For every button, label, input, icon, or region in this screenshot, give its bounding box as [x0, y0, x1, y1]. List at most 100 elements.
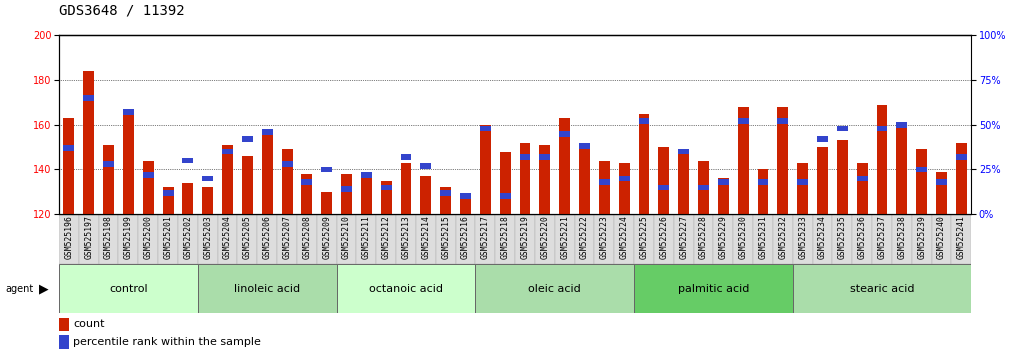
- Text: GSM525205: GSM525205: [243, 215, 252, 259]
- Bar: [956, 143, 967, 214]
- Bar: [635, 214, 654, 264]
- Bar: [916, 167, 928, 172]
- Bar: [896, 122, 907, 127]
- Bar: [618, 163, 630, 214]
- Bar: [793, 264, 971, 313]
- Bar: [777, 119, 788, 124]
- Bar: [673, 214, 694, 264]
- Bar: [480, 126, 491, 131]
- Bar: [237, 214, 257, 264]
- Bar: [63, 145, 74, 151]
- Text: GSM525224: GSM525224: [619, 215, 629, 259]
- Bar: [936, 172, 947, 214]
- Text: linoleic acid: linoleic acid: [234, 284, 300, 293]
- Bar: [83, 71, 95, 214]
- Bar: [797, 179, 809, 185]
- Text: GSM525207: GSM525207: [283, 215, 292, 259]
- Bar: [337, 264, 475, 313]
- Text: GSM525232: GSM525232: [778, 215, 787, 259]
- Bar: [599, 179, 610, 185]
- Text: GSM525238: GSM525238: [897, 215, 906, 259]
- Bar: [123, 109, 134, 214]
- Text: ▶: ▶: [39, 282, 48, 295]
- Bar: [420, 176, 431, 214]
- Bar: [59, 318, 69, 331]
- Bar: [892, 214, 911, 264]
- Text: octanoic acid: octanoic acid: [369, 284, 443, 293]
- Bar: [361, 174, 372, 214]
- Bar: [516, 214, 535, 264]
- Bar: [856, 163, 868, 214]
- Bar: [614, 214, 635, 264]
- Text: GSM525237: GSM525237: [878, 215, 887, 259]
- Bar: [535, 214, 555, 264]
- Bar: [714, 214, 733, 264]
- Bar: [773, 214, 793, 264]
- Bar: [599, 161, 610, 214]
- Bar: [321, 192, 333, 214]
- Bar: [356, 214, 376, 264]
- Text: GSM525204: GSM525204: [223, 215, 232, 259]
- Bar: [777, 107, 788, 214]
- Bar: [103, 145, 114, 214]
- Bar: [817, 147, 828, 214]
- Text: oleic acid: oleic acid: [529, 284, 581, 293]
- Bar: [401, 154, 412, 160]
- Bar: [63, 118, 74, 214]
- Text: agent: agent: [5, 284, 34, 293]
- Text: control: control: [109, 284, 147, 293]
- Text: GSM525209: GSM525209: [322, 215, 332, 259]
- Bar: [257, 214, 277, 264]
- Bar: [79, 214, 99, 264]
- Bar: [480, 125, 491, 214]
- Bar: [142, 161, 154, 214]
- Bar: [837, 141, 848, 214]
- Bar: [261, 129, 273, 135]
- Bar: [499, 194, 511, 199]
- Bar: [718, 179, 729, 185]
- Bar: [361, 172, 372, 178]
- Bar: [936, 179, 947, 185]
- Bar: [163, 190, 174, 195]
- Bar: [123, 109, 134, 115]
- Text: GSM525236: GSM525236: [857, 215, 866, 259]
- Bar: [380, 181, 392, 214]
- Bar: [222, 149, 233, 154]
- Bar: [341, 174, 352, 214]
- Bar: [380, 184, 392, 190]
- Bar: [182, 158, 193, 163]
- Bar: [877, 105, 888, 214]
- Bar: [197, 214, 218, 264]
- Bar: [495, 214, 515, 264]
- Bar: [932, 214, 952, 264]
- Bar: [575, 214, 594, 264]
- Bar: [202, 176, 214, 181]
- Bar: [658, 184, 669, 190]
- Bar: [952, 214, 971, 264]
- Bar: [758, 170, 769, 214]
- Bar: [797, 163, 809, 214]
- Text: GSM525239: GSM525239: [917, 215, 926, 259]
- Text: stearic acid: stearic acid: [850, 284, 914, 293]
- Bar: [59, 214, 79, 264]
- Bar: [678, 152, 690, 214]
- Bar: [202, 187, 214, 214]
- Text: GSM525198: GSM525198: [104, 215, 113, 259]
- Bar: [282, 161, 293, 167]
- Bar: [242, 156, 253, 214]
- Bar: [635, 264, 792, 313]
- Text: palmitic acid: palmitic acid: [677, 284, 750, 293]
- Text: GSM525235: GSM525235: [838, 215, 847, 259]
- Text: GSM525240: GSM525240: [937, 215, 946, 259]
- Text: percentile rank within the sample: percentile rank within the sample: [73, 337, 261, 347]
- Bar: [321, 167, 333, 172]
- Text: GSM525231: GSM525231: [759, 215, 768, 259]
- Bar: [737, 107, 749, 214]
- Bar: [242, 136, 253, 142]
- Text: GDS3648 / 11392: GDS3648 / 11392: [59, 4, 185, 18]
- Text: GSM525215: GSM525215: [441, 215, 451, 259]
- Text: count: count: [73, 319, 105, 329]
- Bar: [83, 95, 95, 101]
- Bar: [499, 152, 511, 214]
- Text: GSM525196: GSM525196: [64, 215, 73, 259]
